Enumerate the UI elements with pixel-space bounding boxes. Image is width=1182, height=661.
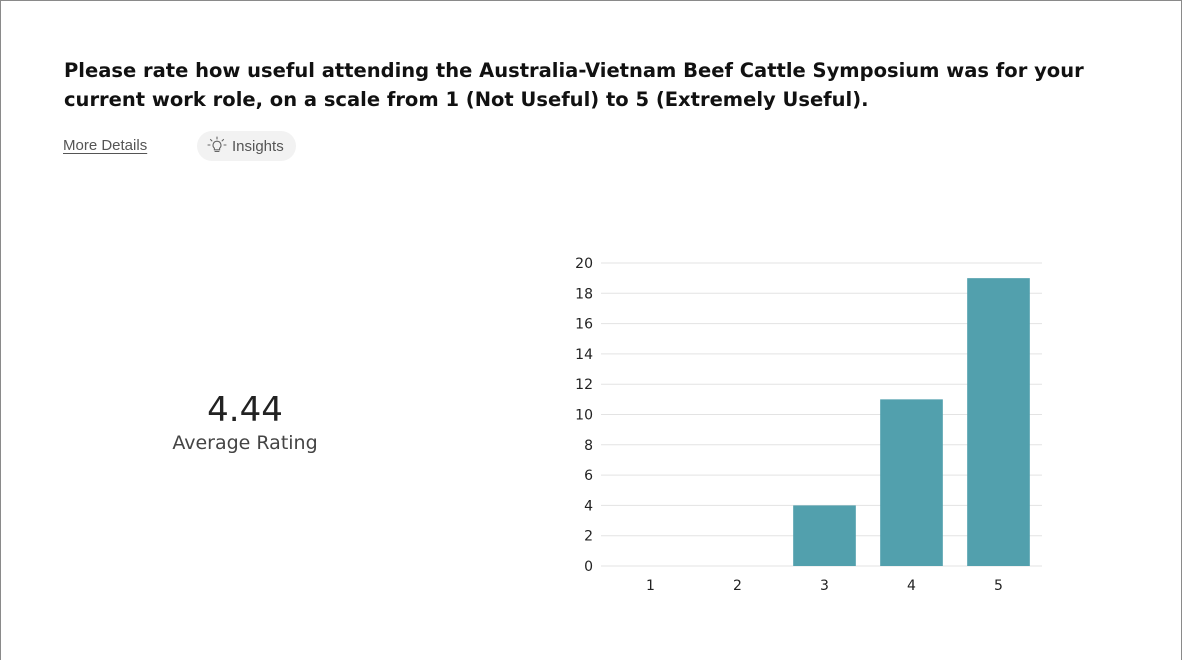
y-tick-label: 0 xyxy=(584,559,593,575)
average-rating-value: 4.44 xyxy=(207,390,283,430)
y-tick-label: 2 xyxy=(584,529,593,545)
y-tick-label: 12 xyxy=(575,377,593,393)
x-tick-label: 3 xyxy=(820,578,829,594)
lightbulb-icon xyxy=(207,136,227,156)
y-tick-label: 14 xyxy=(575,347,593,363)
average-rating-label: Average Rating xyxy=(172,432,318,454)
y-tick-label: 10 xyxy=(575,408,593,424)
question-title: Please rate how useful attending the Aus… xyxy=(64,59,1084,111)
x-tick-label: 4 xyxy=(907,578,916,594)
y-tick-label: 6 xyxy=(584,468,593,484)
y-tick-label: 16 xyxy=(575,317,593,333)
insights-button[interactable]: Insights xyxy=(197,131,296,161)
bar-rating-4 xyxy=(880,399,943,566)
y-tick-label: 8 xyxy=(584,438,593,454)
bar-rating-5 xyxy=(967,278,1030,566)
x-tick-label: 2 xyxy=(733,578,742,594)
y-tick-label: 4 xyxy=(584,498,593,514)
average-rating-summary: 4.44 Average Rating xyxy=(125,388,365,454)
x-tick-label: 5 xyxy=(994,578,1003,594)
y-tick-label: 20 xyxy=(575,256,593,272)
y-tick-label: 18 xyxy=(575,286,593,302)
bar-rating-3 xyxy=(793,505,856,566)
x-tick-label: 1 xyxy=(646,578,655,594)
insights-label: Insights xyxy=(232,137,284,155)
more-details-link[interactable]: More Details xyxy=(63,137,148,154)
